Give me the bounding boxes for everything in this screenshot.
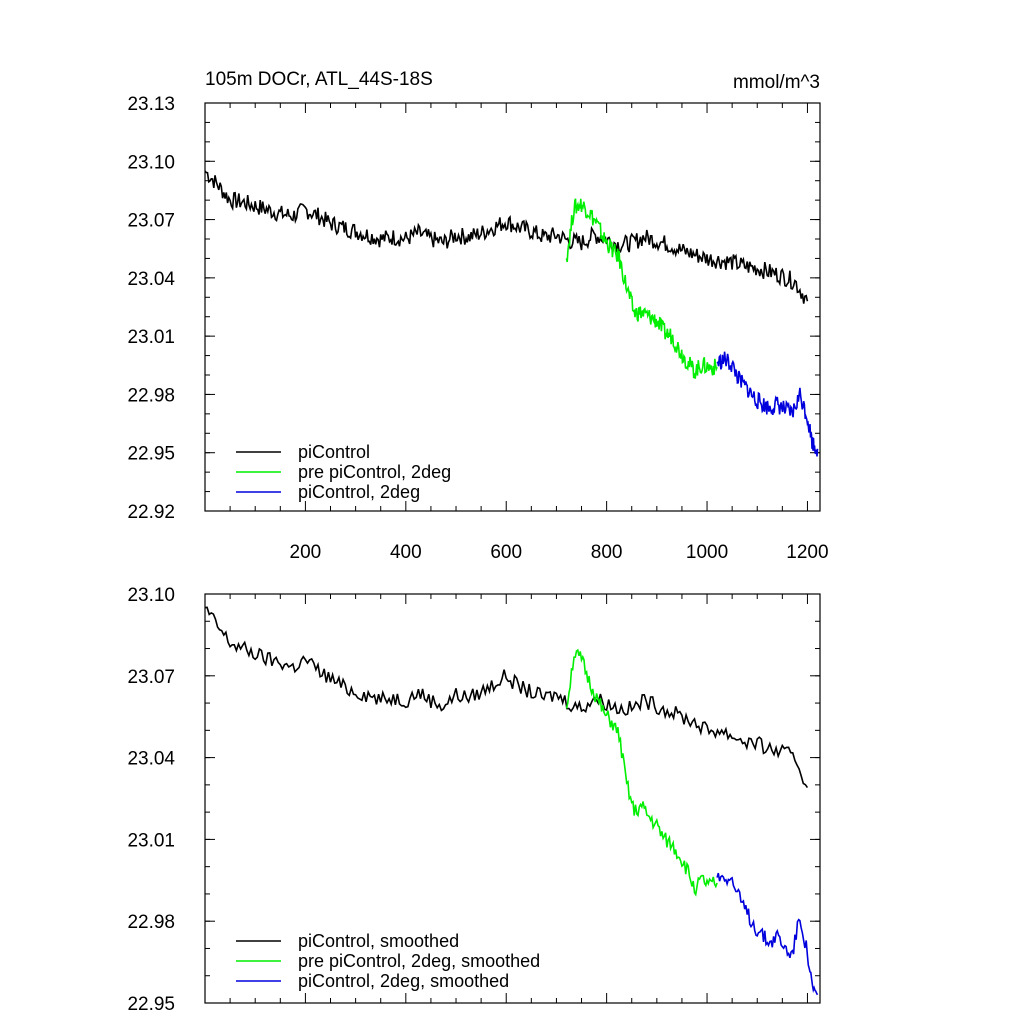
ytick-label: 22.92: [127, 502, 175, 523]
ytick-label: 22.98: [127, 912, 175, 933]
series-line-2: [565, 198, 718, 379]
series-line-2: [565, 648, 718, 897]
plot-frame: [204, 593, 821, 1004]
series-line-1: [205, 170, 809, 304]
xtick-label: 1000: [686, 542, 728, 563]
chart-title: 105m DOCr, ATL_44S-18S: [205, 69, 433, 90]
series-line-1: [205, 606, 809, 789]
ytick-label: 23.10: [127, 152, 175, 173]
series-line-3: [716, 351, 819, 457]
panel-1: 105m DOCr, ATL_44S-18S mmol/m^3 22.92 22.95…: [127, 69, 828, 563]
ytick-label: 22.95: [127, 994, 175, 1015]
ytick-label: 23.07: [127, 211, 175, 232]
series-line-3: [716, 872, 819, 996]
units-label: mmol/m^3: [733, 72, 820, 93]
ytick-label: 23.10: [127, 585, 175, 606]
ytick-label: 23.04: [127, 749, 175, 770]
xtick-label: 600: [490, 542, 522, 563]
legend-label: piControl: [298, 442, 370, 462]
legend-label: pre piControl, 2deg: [298, 462, 451, 482]
legend-label: piControl, 2deg, smoothed: [298, 971, 509, 991]
panel-2: 22.95 22.98 23.01 23.04 23.07 23.10 piControl,…: [127, 585, 821, 1015]
xtick-label: 200: [290, 542, 322, 563]
ytick-label: 23.01: [127, 830, 175, 851]
ytick-label: 23.07: [127, 667, 175, 688]
plot-frame: [204, 102, 821, 512]
legend-label: pre piControl, 2deg, smoothed: [298, 951, 540, 971]
legend-label: piControl, 2deg: [298, 482, 420, 502]
ytick-label: 23.01: [127, 327, 175, 348]
xtick-label: 800: [591, 542, 623, 563]
ytick-label: 22.98: [127, 385, 175, 406]
xtick-label: 400: [390, 542, 422, 563]
ytick-label: 22.95: [127, 444, 175, 465]
legend-label: piControl, smoothed: [298, 931, 459, 951]
ytick-label: 23.13: [127, 94, 175, 115]
xtick-label: 1200: [786, 542, 828, 563]
ytick-label: 23.04: [127, 269, 175, 290]
